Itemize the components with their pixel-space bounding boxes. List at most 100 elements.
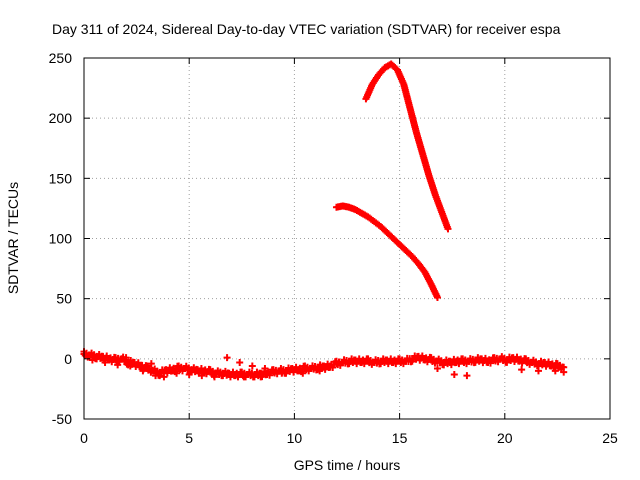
x-tick-label: 20 [497,430,513,446]
data-point [551,367,559,375]
y-tick-label: -50 [52,411,72,427]
data-point [126,362,134,370]
data-point [147,360,155,368]
data-point [250,370,258,378]
data-point [471,356,479,364]
data-point [112,356,120,364]
data-point [484,357,492,365]
data-point [307,364,315,372]
data-point [452,357,460,365]
data-point [463,372,471,380]
data-point [351,357,359,365]
data-point [263,369,271,377]
data-point [316,367,324,375]
data-point [173,369,181,377]
data-point [516,356,524,364]
data-point [288,366,296,374]
y-tick-label: 100 [49,231,73,247]
data-point [440,358,448,366]
data-point [269,368,277,376]
data-point [459,357,467,365]
chart-title: Day 311 of 2024, Sidereal Day-to-day VTE… [52,21,561,37]
data-point [219,369,227,377]
data-point [257,373,265,381]
data-point [534,367,542,375]
data-point [168,366,176,374]
data-point [162,367,170,375]
data-point [299,369,307,377]
data-point [99,354,107,362]
x-tick-label: 25 [602,430,618,446]
data-point [198,372,206,380]
data-point [427,356,435,364]
data-point [295,366,303,374]
y-tick-label: 250 [49,50,73,66]
data-point [553,362,561,370]
data-point [187,366,195,374]
data-point [383,357,391,365]
data-point [122,354,130,362]
data-point [124,358,132,366]
data-point [88,356,96,364]
axis-ticks: 0 5 10 15 20 25 -50 0 50 100 150 200 250 [49,50,618,446]
data-point [143,364,151,372]
x-tick-label: 5 [185,430,193,446]
data-point [326,362,334,370]
data-point [358,357,366,365]
data-point [433,293,441,301]
data-point [231,370,239,378]
data-point [444,225,452,233]
data-point [261,364,269,372]
x-tick-label: 0 [80,430,88,446]
data-point [194,367,202,375]
data-point [433,357,441,365]
x-tick-label: 10 [287,430,303,446]
data-point [118,355,126,363]
y-tick-label: 50 [56,291,72,307]
data-point [139,367,147,375]
data-point [223,354,231,362]
data-point [152,372,160,380]
data-point [240,373,248,381]
data-point [503,356,511,364]
data-point [389,357,397,365]
data-point [175,364,183,372]
data-point [248,362,256,370]
data-point [560,368,568,376]
data-point [210,373,218,381]
data-point [185,370,193,378]
data-point [415,354,423,362]
data-point [421,355,429,363]
data-point [377,357,385,365]
data-point [518,366,526,374]
data-point [236,358,244,366]
data-point [478,356,486,364]
data-point [101,358,109,366]
data-point [345,357,353,365]
data-point [450,370,458,378]
data-point [528,358,536,366]
data-point [181,364,189,372]
data-point [465,357,473,365]
data-point [114,361,122,369]
data-point [332,360,340,368]
data-point [408,355,416,363]
y-tick-label: 0 [64,351,72,367]
data-point [370,358,378,366]
data-point [301,364,309,372]
data-point [522,357,530,365]
data-point [433,364,441,372]
data-point [200,367,208,375]
data-point [282,367,290,375]
data-point [244,370,252,378]
data-point [86,351,94,359]
data-point [446,358,454,366]
data-point [396,357,404,365]
data-point [225,370,233,378]
data-points [80,60,568,381]
y-tick-label: 150 [49,170,73,186]
data-point [547,361,555,369]
data-point [364,357,372,365]
